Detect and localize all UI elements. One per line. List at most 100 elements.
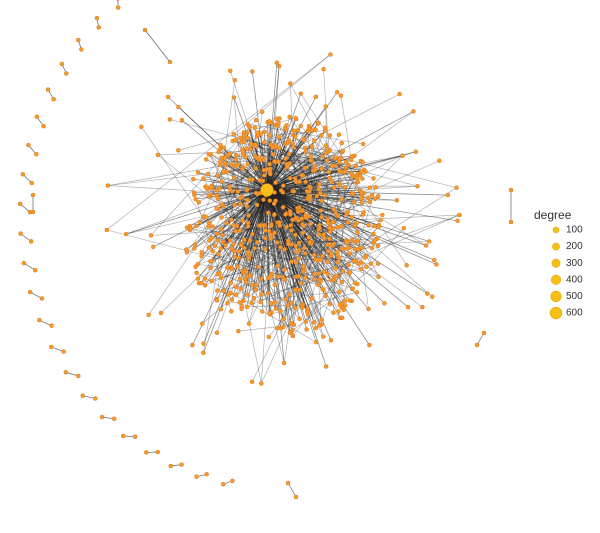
node <box>366 306 371 312</box>
edge <box>476 332 485 346</box>
node <box>262 228 268 233</box>
node <box>251 295 257 301</box>
node <box>37 317 42 323</box>
node <box>206 245 212 250</box>
edge <box>217 189 268 200</box>
edge <box>266 189 458 222</box>
node <box>323 364 329 369</box>
node <box>400 153 405 158</box>
node <box>245 224 251 229</box>
node <box>220 169 226 175</box>
node <box>237 228 243 233</box>
node <box>290 217 295 223</box>
legend-key <box>550 290 562 303</box>
node <box>308 158 313 163</box>
edge <box>290 83 346 188</box>
node <box>350 286 356 291</box>
node <box>437 158 442 164</box>
node <box>331 185 337 190</box>
node <box>96 25 102 30</box>
node <box>335 249 340 255</box>
node <box>231 241 236 247</box>
node <box>272 212 277 217</box>
node <box>327 236 332 242</box>
edge <box>106 54 331 231</box>
node <box>265 290 271 296</box>
node <box>508 219 514 225</box>
node <box>275 274 281 279</box>
edge <box>209 197 241 224</box>
edge <box>339 187 346 292</box>
node <box>246 123 252 129</box>
node <box>29 180 34 186</box>
node <box>236 162 241 167</box>
node <box>365 195 371 201</box>
node <box>372 238 377 243</box>
node <box>423 243 429 248</box>
node <box>209 278 214 284</box>
node <box>335 224 340 230</box>
node <box>268 236 274 241</box>
node <box>292 305 298 311</box>
node <box>223 243 228 248</box>
node <box>238 286 243 292</box>
edge <box>266 121 270 191</box>
node <box>263 235 268 241</box>
node <box>278 308 283 314</box>
node <box>284 123 289 128</box>
edge <box>247 304 303 308</box>
node <box>354 175 360 181</box>
edge <box>216 292 232 333</box>
node <box>323 293 328 299</box>
node <box>265 210 271 216</box>
node <box>193 264 198 270</box>
node <box>235 264 241 269</box>
edge <box>266 189 294 336</box>
edge <box>269 292 357 315</box>
node <box>340 148 346 154</box>
edge <box>233 129 316 226</box>
edge <box>266 173 352 191</box>
node <box>188 226 193 231</box>
edge <box>266 189 307 322</box>
node <box>219 179 224 184</box>
node <box>41 123 46 129</box>
node <box>327 133 333 138</box>
node <box>212 243 218 249</box>
legend-key <box>550 274 562 285</box>
node <box>340 269 346 274</box>
node <box>51 96 56 102</box>
node <box>195 170 201 175</box>
node <box>167 117 173 122</box>
node <box>259 109 265 115</box>
node <box>214 330 220 336</box>
edge <box>266 125 310 191</box>
node <box>367 185 373 190</box>
node <box>272 159 277 164</box>
node <box>273 306 279 311</box>
node <box>311 252 317 258</box>
node <box>324 259 330 265</box>
node <box>328 52 333 57</box>
node <box>312 271 317 277</box>
node <box>347 251 353 256</box>
node <box>199 280 204 286</box>
edge <box>251 162 363 382</box>
node <box>415 183 420 189</box>
node <box>347 270 353 275</box>
node <box>275 263 281 269</box>
node <box>280 205 286 210</box>
node <box>276 63 282 69</box>
node <box>201 176 206 181</box>
legend-key <box>549 306 563 320</box>
node <box>355 230 360 235</box>
node <box>295 209 301 215</box>
node <box>270 152 276 157</box>
node <box>34 114 40 120</box>
node <box>262 139 267 145</box>
node <box>146 312 151 318</box>
node <box>333 266 338 271</box>
node <box>268 301 274 306</box>
edge <box>239 278 262 384</box>
node <box>184 250 190 255</box>
